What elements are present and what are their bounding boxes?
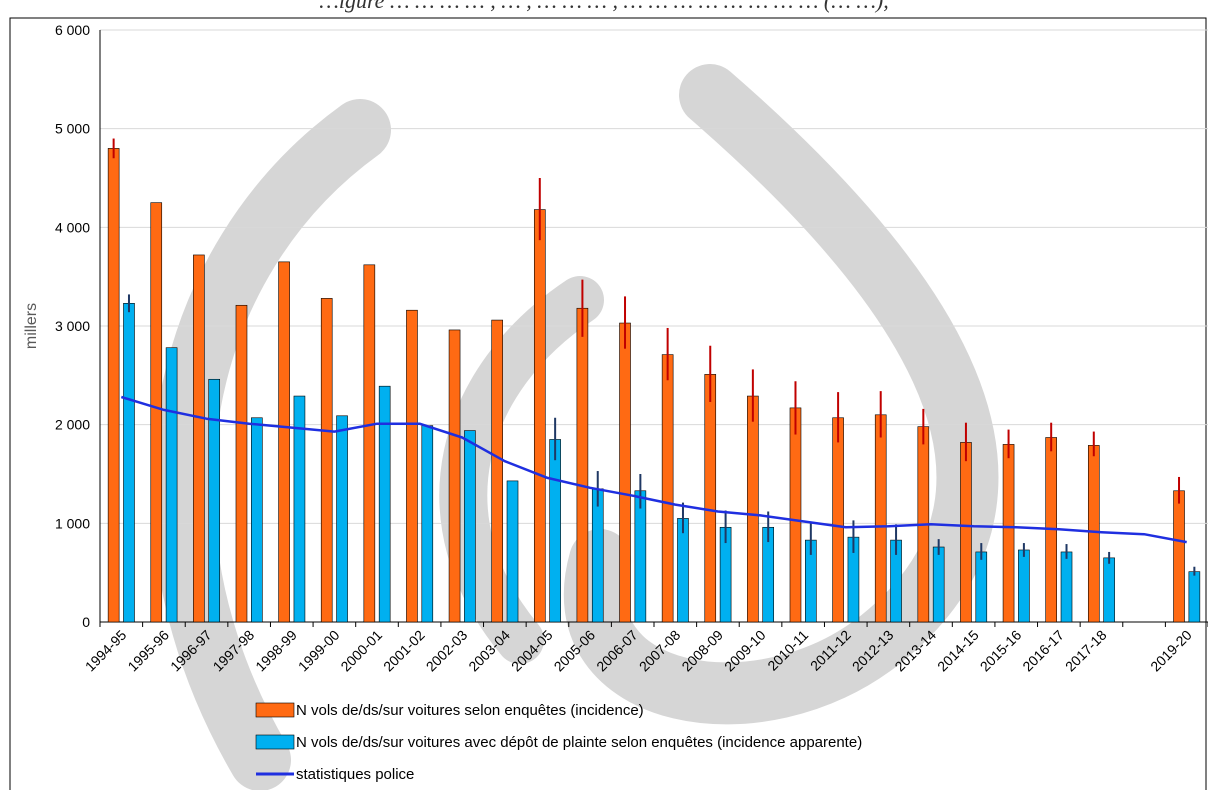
x-tick-label: 2014-15 [934,627,982,675]
bar [107,148,120,623]
bar [1087,445,1100,623]
y-tick-label: 0 [82,614,90,630]
x-tick-label: 1994-95 [82,627,130,675]
bar [150,202,163,623]
y-tick-label: 3 000 [55,318,90,334]
bar [235,304,248,623]
bar [747,395,759,623]
bar [193,254,205,623]
bar [123,303,135,623]
watermark-curve [439,276,604,664]
bar [336,415,348,623]
bar [789,407,802,623]
bar [704,374,717,623]
bar [1103,557,1115,623]
bar [576,307,589,623]
bar [619,322,631,623]
watermark-curve [563,64,999,725]
bar [208,378,221,623]
x-tick-label: 1998-99 [252,627,300,675]
bar [363,264,376,623]
x-tick-label: 2000-01 [337,627,385,675]
y-tick-label: 5 000 [55,121,90,137]
bar [533,209,546,623]
legend-swatch [255,734,295,750]
bar [1002,444,1015,623]
bar [832,417,844,623]
legend-label: statistiques police [296,766,414,783]
x-tick-label: 1999-00 [295,627,343,675]
x-tick-label: 2017-18 [1062,627,1110,675]
bar [932,546,945,623]
bar [320,298,333,623]
bar [1173,490,1185,623]
bar [406,309,418,623]
bar [1060,551,1073,623]
bar [677,518,689,623]
bar [491,319,503,623]
bar [661,354,674,623]
line-series-police [120,395,1187,544]
bar [1188,571,1201,623]
bar [960,442,972,623]
bar [378,385,391,623]
chart-border [9,17,1207,790]
bar [448,329,461,623]
y-tick-label: 4 000 [55,219,90,235]
x-tick-label: 1995-96 [124,627,172,675]
y-tick-label: 6 000 [55,22,90,38]
bar [975,551,988,623]
legend-label: N vols de/ds/sur voitures avec dépôt de … [296,734,862,751]
bar [421,425,434,623]
bar [293,395,306,623]
legend-swatch [255,702,295,718]
bar [165,347,178,623]
y-tick-label: 1 000 [55,515,90,531]
x-tick-label: 2002-03 [423,627,471,675]
bar [251,417,263,623]
bar [549,439,561,623]
chart-title-strip: …igure … … … … , … , … … … , … … … … … …… [319,0,889,13]
watermark-curve [151,99,391,790]
bar [634,490,647,623]
bar [1018,549,1030,623]
x-tick-label: 2019-20 [1147,627,1195,675]
y-axis-label: millers [23,303,40,349]
bar [591,488,604,623]
x-tick-label: 2016-17 [1019,627,1067,675]
bar [874,414,887,623]
bar [464,430,476,623]
legend-label: N vols de/ds/sur voitures selon enquêtes… [296,702,644,719]
x-tick-label: 2001-02 [380,627,428,675]
x-tick-label: 2015-16 [977,627,1025,675]
y-tick-label: 2 000 [55,417,90,433]
bar [278,261,290,623]
bar [506,480,519,623]
